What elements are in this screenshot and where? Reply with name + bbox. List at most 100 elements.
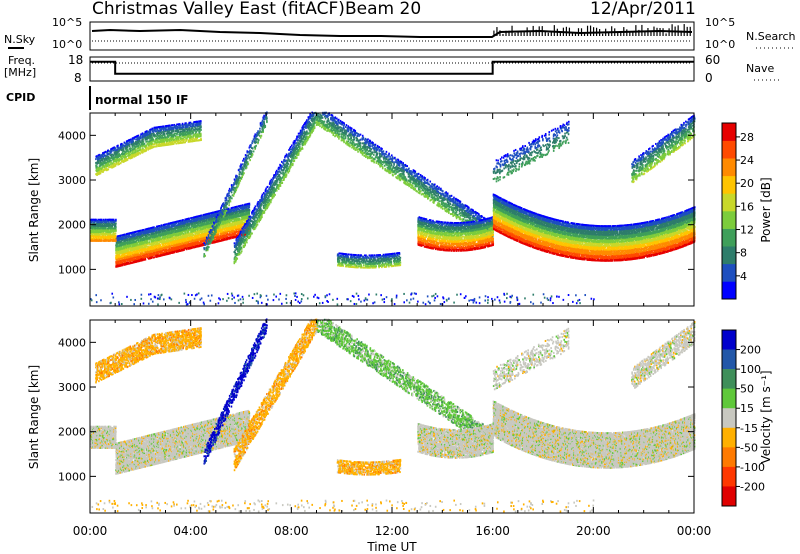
echo-cell xyxy=(145,252,148,255)
echo-cell xyxy=(146,245,148,248)
echo-cell xyxy=(130,235,132,238)
echo-cell xyxy=(160,249,162,252)
echo-cell xyxy=(172,225,175,228)
echo-cell xyxy=(161,225,163,228)
echo-cell xyxy=(130,262,132,265)
echo-cell xyxy=(161,234,163,237)
echo-cell xyxy=(140,255,142,258)
echo-cell xyxy=(121,261,124,264)
echo-cell xyxy=(121,257,124,260)
echo-cell xyxy=(141,233,143,236)
echo-cell xyxy=(154,229,156,232)
echo-cell xyxy=(140,233,142,236)
echo-cell xyxy=(154,251,156,254)
echo-cell xyxy=(150,244,153,247)
echo-cell xyxy=(133,233,136,236)
echo-cell xyxy=(137,134,140,137)
echo-cell xyxy=(169,237,171,240)
echo-cell xyxy=(163,242,165,245)
echo-cell xyxy=(115,260,117,263)
echo-cell xyxy=(130,258,132,261)
echo-cell xyxy=(161,231,164,234)
echo-cell xyxy=(156,247,159,250)
echo-cell xyxy=(150,245,153,248)
freq-panel-frame xyxy=(89,56,695,82)
echo-cell xyxy=(163,242,166,245)
echo-cell xyxy=(152,244,154,247)
echo-cell xyxy=(117,263,120,266)
echo-cell xyxy=(178,228,181,231)
echo-cell xyxy=(140,241,143,244)
echo-cell xyxy=(117,239,119,242)
echo-cell xyxy=(163,238,165,241)
echo-cell xyxy=(177,228,180,231)
echo-cell xyxy=(133,261,136,264)
echo-cell xyxy=(148,229,151,232)
echo-cell xyxy=(159,253,162,256)
echo-cell xyxy=(172,245,175,248)
echo-cell xyxy=(126,232,129,235)
echo-cell xyxy=(166,228,169,231)
echo-cell xyxy=(153,247,155,250)
echo-cell xyxy=(177,250,180,253)
echo-cell xyxy=(124,246,126,249)
echo-cell xyxy=(123,237,125,240)
echo-cell xyxy=(146,249,148,252)
echo-cell xyxy=(119,250,122,253)
echo-cell xyxy=(119,247,121,250)
echo-cell xyxy=(126,245,129,248)
echo-cell xyxy=(164,240,167,243)
echo-cell xyxy=(116,236,118,239)
echo-cell xyxy=(127,243,130,246)
echo-cell xyxy=(129,147,132,150)
echo-cell xyxy=(169,245,172,248)
echo-cell xyxy=(155,241,158,244)
echo-cell xyxy=(137,256,139,259)
echo-cell xyxy=(154,235,157,238)
echo-cell xyxy=(149,229,152,232)
echo-cell xyxy=(163,232,166,235)
echo-cell xyxy=(151,245,154,248)
echo-cell xyxy=(131,251,133,254)
echo-cell xyxy=(161,226,163,229)
echo-cell xyxy=(100,218,103,221)
echo-cell xyxy=(172,232,175,235)
echo-cell xyxy=(177,247,180,250)
echo-cell xyxy=(158,242,160,245)
echo-cell xyxy=(123,240,125,243)
echo-cell xyxy=(161,249,164,252)
echo-cell xyxy=(118,252,120,255)
echo-cell xyxy=(140,240,143,243)
echo-cell xyxy=(157,250,160,253)
echo-cell xyxy=(160,240,163,243)
echo-cell xyxy=(133,236,135,239)
echo-cell xyxy=(161,242,164,245)
echo-cell xyxy=(128,258,131,261)
echo-cell xyxy=(115,262,117,265)
echo-cell xyxy=(155,239,158,242)
echo-cell xyxy=(142,228,145,231)
echo-cell xyxy=(240,246,243,249)
echo-cell xyxy=(134,252,136,255)
echo-cell xyxy=(175,239,177,242)
echo-cell xyxy=(139,229,141,232)
echo-cell xyxy=(159,236,161,239)
echo-cell xyxy=(170,233,172,236)
echo-cell xyxy=(155,255,157,258)
echo-cell xyxy=(177,241,179,244)
echo-cell xyxy=(176,249,179,252)
echo-cell xyxy=(160,238,163,241)
echo-cell xyxy=(170,239,172,242)
echo-cell xyxy=(139,248,141,251)
echo-cell xyxy=(171,235,174,238)
echo-cell xyxy=(145,229,147,232)
echo-cell xyxy=(144,231,146,234)
echo-cell xyxy=(155,250,158,253)
echo-cell xyxy=(137,257,139,260)
echo-cell xyxy=(170,240,173,243)
echo-cell xyxy=(130,238,132,241)
echo-cell xyxy=(127,240,129,243)
echo-cell xyxy=(238,217,241,220)
echo-cell xyxy=(168,248,171,251)
echo-cell xyxy=(157,238,160,241)
